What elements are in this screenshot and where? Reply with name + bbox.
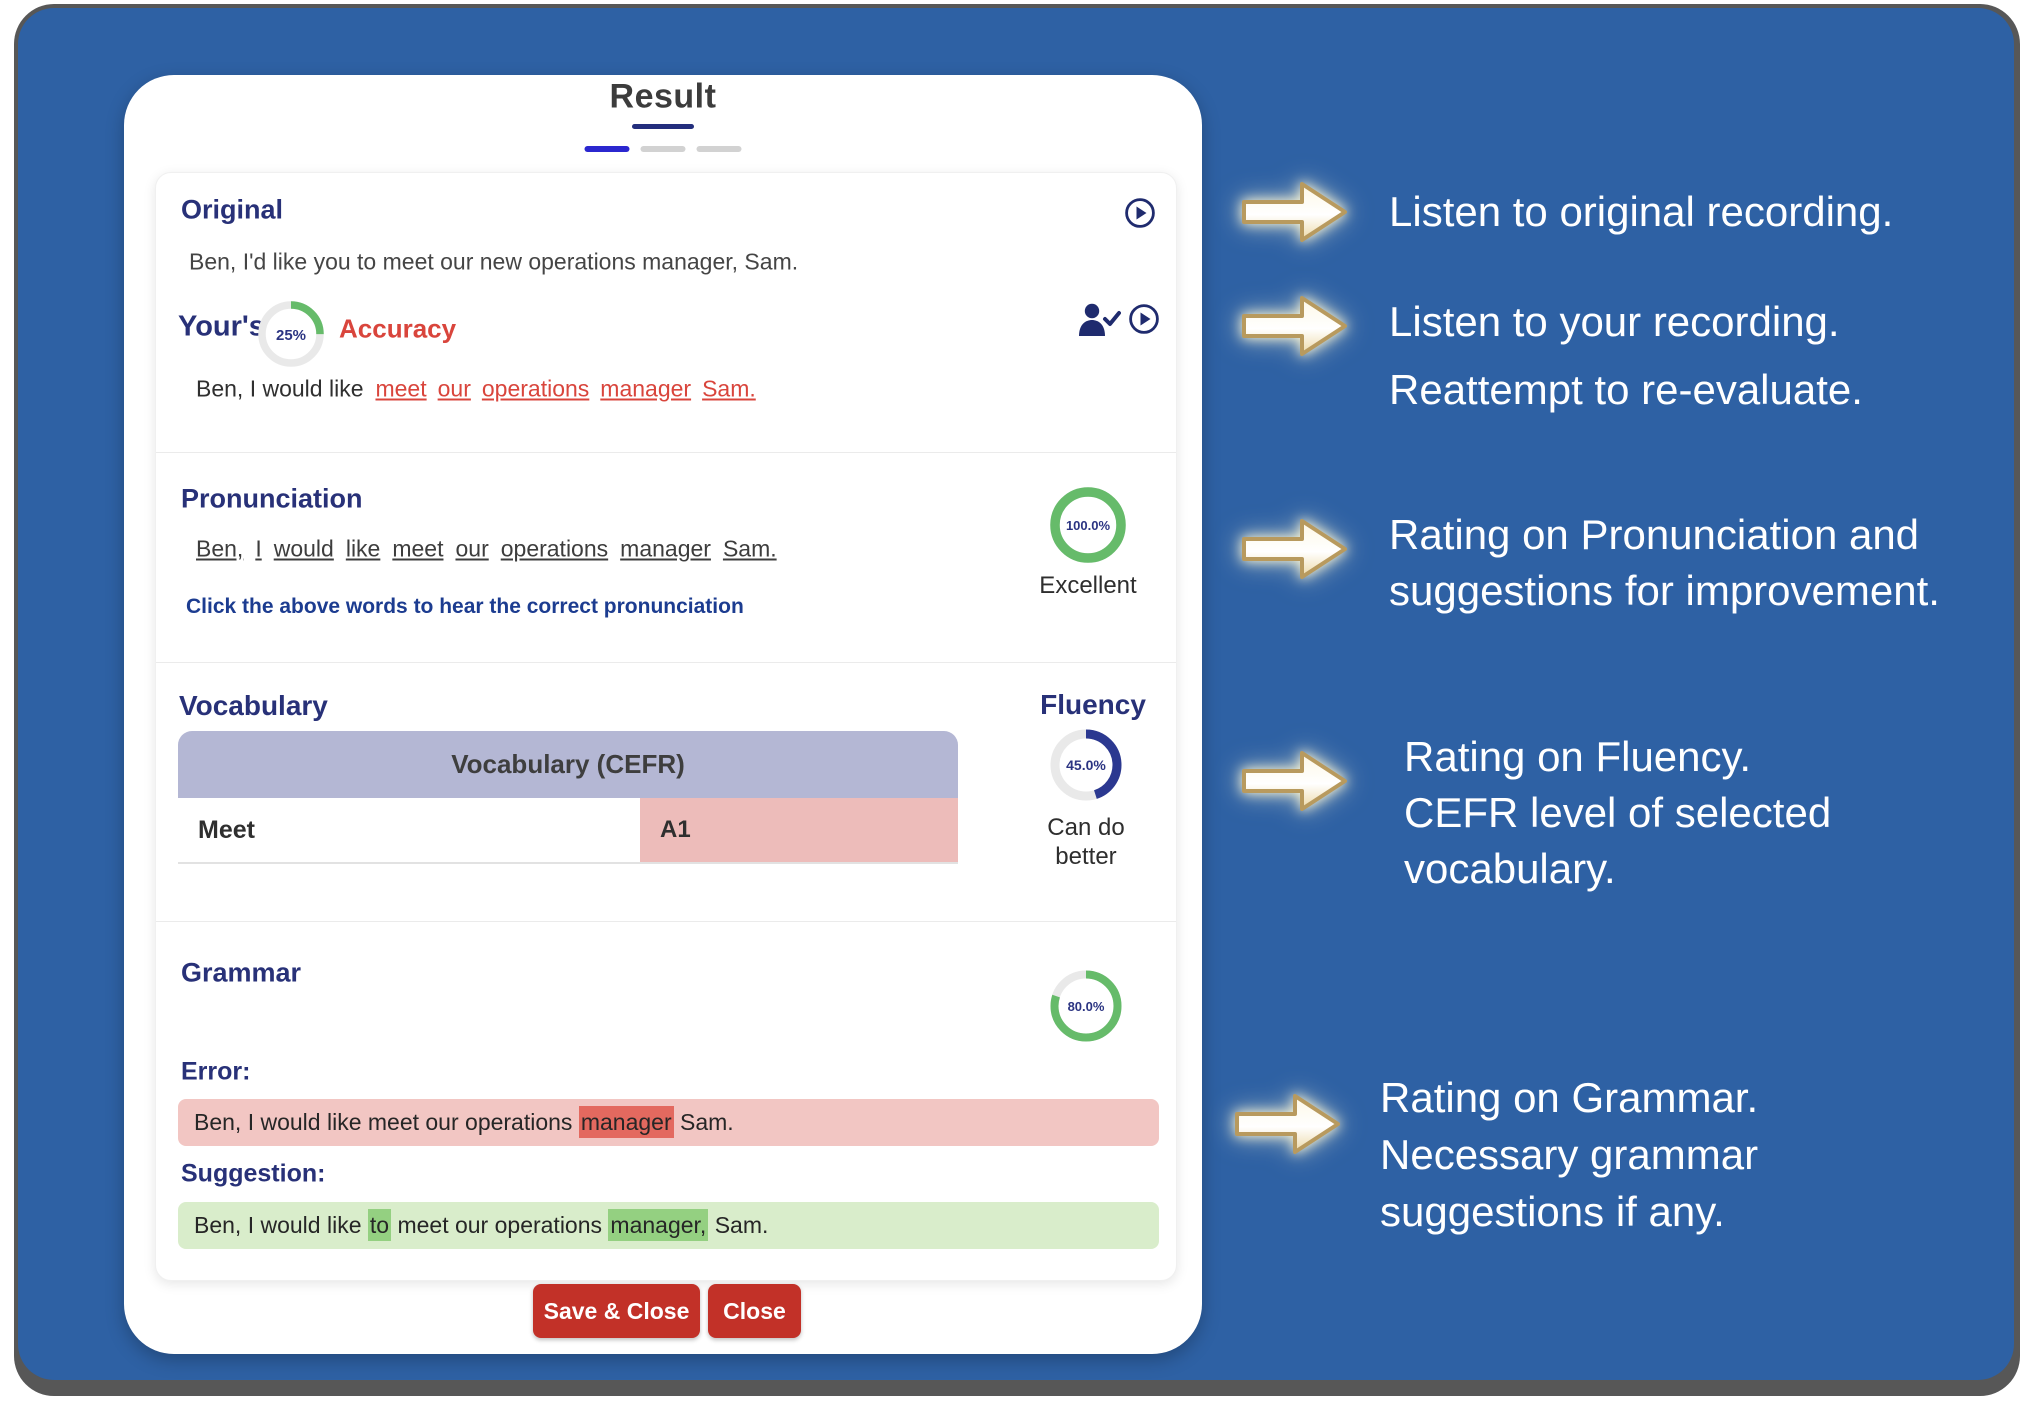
annotation-grammar: Rating on Grammar. Necessary grammar sug… <box>1380 1069 1758 1240</box>
suggestion-label: Suggestion: <box>181 1159 326 1188</box>
word[interactable]: operations <box>500 535 609 562</box>
yours-sentence-prefix: Ben, I would like <box>196 375 364 402</box>
user-check-icon[interactable] <box>1077 302 1121 338</box>
annotation-line: suggestions if any. <box>1380 1188 1725 1235</box>
vocabulary-heading: Vocabulary <box>179 690 328 721</box>
word[interactable]: I <box>255 535 262 562</box>
svg-text:80.0%: 80.0% <box>1068 999 1105 1014</box>
annotation-line: suggestions for improvement. <box>1389 567 1940 614</box>
divider <box>156 921 1176 922</box>
original-heading: Original <box>181 194 284 225</box>
fluency-ring: 45.0% <box>1050 729 1122 801</box>
word[interactable]: Sam. <box>722 535 777 562</box>
accuracy-ring: 25% <box>258 301 324 367</box>
word[interactable]: Ben, <box>196 535 244 562</box>
annotation-pronunciation: Rating on Pronunciation and suggestions … <box>1389 507 1940 619</box>
annotation-listen-yours: Listen to your recording. Reattempt to r… <box>1389 288 1863 424</box>
annotation-line: Rating on Pronunciation and <box>1389 511 1920 558</box>
annotation-fluency: Rating on Fluency. CEFR level of selecte… <box>1404 729 1831 897</box>
step-dot <box>696 146 742 152</box>
error-highlight: manager <box>578 1106 674 1138</box>
accuracy-label: Accuracy <box>339 313 457 344</box>
word: meet <box>375 375 427 402</box>
grammar-ring: 80.0% <box>1050 970 1122 1042</box>
annotation-line: Rating on Grammar. <box>1380 1074 1759 1121</box>
error-text: Sam. <box>673 1109 734 1135</box>
vocabulary-table: Vocabulary (CEFR) Meet A1 <box>178 731 958 864</box>
word[interactable]: our <box>455 535 489 562</box>
grammar-heading: Grammar <box>181 957 302 988</box>
word: Sam. <box>702 375 756 402</box>
suggestion-highlight: manager, <box>608 1209 709 1241</box>
step-dot-active <box>584 146 630 152</box>
yours-sentence: Ben, I would like meet our operations manage… <box>196 376 767 403</box>
title-underline <box>632 124 694 129</box>
vocabulary-table-header: Vocabulary (CEFR) <box>178 731 958 798</box>
svg-text:25%: 25% <box>276 327 306 344</box>
error-text: Ben, I would like meet our operations <box>194 1109 579 1135</box>
word[interactable]: manager <box>620 535 711 562</box>
fluency-caption: Can do better <box>1047 813 1124 871</box>
word: manager <box>600 375 692 402</box>
svg-text:45.0%: 45.0% <box>1066 757 1106 773</box>
result-panel: Original Ben, I'd like you to meet our n… <box>155 172 1177 1281</box>
annotation-line: CEFR level of selected <box>1404 789 1832 836</box>
suggestion-text: Sam. <box>708 1212 769 1238</box>
suggestion-highlight: to <box>367 1209 392 1241</box>
pronunciation-ring: 100.0% <box>1050 487 1126 563</box>
play-yours-button[interactable] <box>1127 302 1161 336</box>
annotation-line: Listen to your recording. <box>1389 298 1840 345</box>
error-box: Ben, I would like meet our operations ma… <box>178 1099 1159 1146</box>
annotation-arrow-icon <box>1242 296 1347 356</box>
svg-text:100.0%: 100.0% <box>1066 518 1111 533</box>
pronunciation-caption: Excellent <box>1039 572 1137 599</box>
annotation-arrow-icon <box>1242 182 1347 242</box>
error-label: Error: <box>181 1057 251 1086</box>
original-sentence: Ben, I'd like you to meet our new operat… <box>189 248 799 275</box>
suggestion-box: Ben, I would like to meet our operations… <box>178 1202 1159 1249</box>
annotation-line: Rating on Fluency. <box>1404 733 1752 780</box>
yours-heading: Your's <box>178 310 265 343</box>
step-dot <box>640 146 686 152</box>
annotation-arrow-icon <box>1242 751 1347 811</box>
close-button[interactable]: Close <box>708 1284 801 1338</box>
annotation-arrow-icon <box>1235 1094 1340 1154</box>
word: operations <box>481 375 590 402</box>
vocabulary-level-cell: A1 <box>640 798 958 862</box>
play-original-button[interactable] <box>1123 196 1157 230</box>
pronunciation-note: Click the above words to hear the correc… <box>186 595 744 618</box>
suggestion-text: meet our operations <box>391 1212 609 1238</box>
save-close-button[interactable]: Save & Close <box>533 1284 700 1338</box>
vocabulary-word-cell: Meet <box>178 798 640 862</box>
fluency-heading: Fluency <box>1040 689 1146 720</box>
word[interactable]: meet <box>392 535 444 562</box>
pronunciation-heading: Pronunciation <box>181 483 363 514</box>
word[interactable]: would <box>273 535 334 562</box>
annotation-line: Necessary grammar <box>1380 1131 1759 1178</box>
word[interactable]: like <box>345 535 381 562</box>
annotation-line: vocabulary. <box>1404 845 1616 892</box>
annotation-arrow-icon <box>1242 519 1347 579</box>
yours-error-words: meet our operations manager Sam. <box>375 376 766 402</box>
annotation-line: Reattempt to re-evaluate. <box>1389 366 1863 413</box>
annotation-listen-original: Listen to original recording. <box>1389 188 1893 236</box>
table-row: Meet A1 <box>178 798 958 864</box>
annotation-line: Listen to original recording. <box>1389 188 1894 235</box>
word: our <box>437 375 471 402</box>
step-indicator <box>584 146 742 152</box>
divider <box>156 452 1176 453</box>
suggestion-text: Ben, I would like <box>194 1212 368 1238</box>
fluency-caption-line: better <box>1055 843 1117 870</box>
divider <box>156 662 1176 663</box>
fluency-caption-line: Can do <box>1047 814 1125 841</box>
page-title: Result <box>609 77 717 116</box>
